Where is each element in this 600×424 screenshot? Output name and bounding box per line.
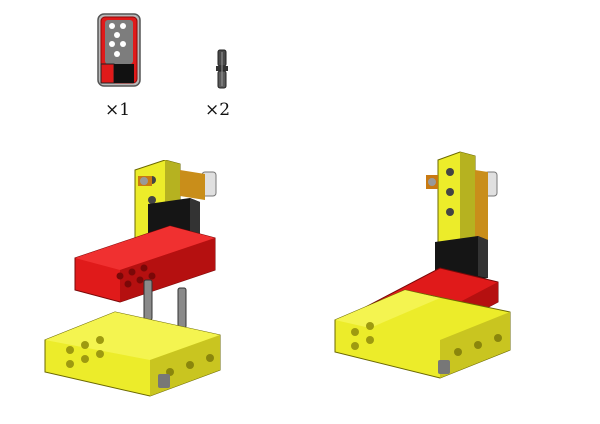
yellow-base-frame xyxy=(44,311,221,397)
exploded-assembly-view xyxy=(44,160,221,397)
connector-pin-quantity: ×2 xyxy=(205,100,231,120)
assembled-view xyxy=(334,151,511,379)
vertical-beam-assembled xyxy=(426,151,498,254)
controller-part-illustration xyxy=(97,13,141,87)
parts-list-panel: ×1 ×2 xyxy=(0,0,325,165)
yellow-base-assembled xyxy=(334,289,511,379)
connector-pin-illustration xyxy=(216,49,228,89)
controller-quantity: ×1 xyxy=(105,100,131,120)
